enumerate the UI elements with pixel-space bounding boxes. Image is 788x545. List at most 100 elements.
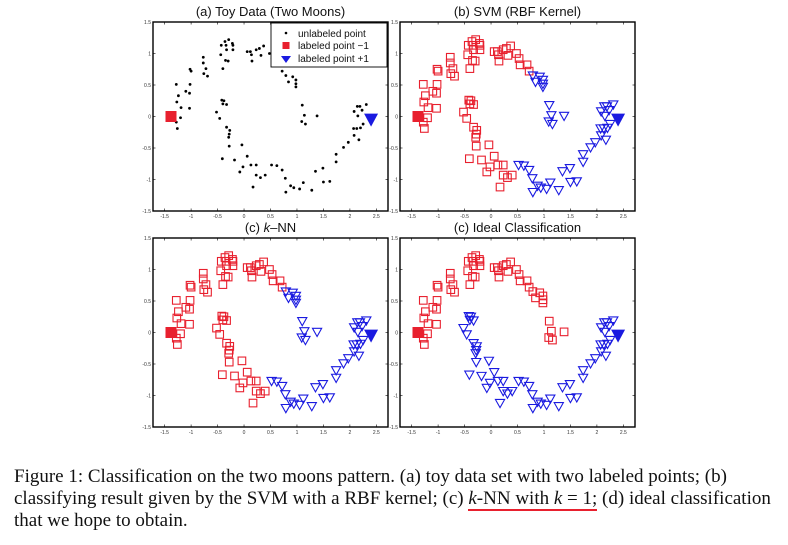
- class-neg-square: [522, 60, 532, 70]
- unlabeled-point: [328, 179, 332, 183]
- labeled-point-neg: [412, 111, 424, 122]
- unlabeled-point: [241, 165, 245, 169]
- class-neg-square: [506, 257, 515, 267]
- class-pos-triangle: [492, 376, 504, 387]
- class-pos-triangle: [296, 333, 308, 344]
- class-pos-triangle: [506, 386, 518, 397]
- class-neg-square: [432, 88, 441, 98]
- class-neg-square: [464, 154, 474, 164]
- class-neg-square: [421, 307, 430, 317]
- class-pos-triangle: [546, 119, 558, 130]
- class-neg-square: [432, 80, 442, 89]
- class-neg-square: [242, 367, 252, 377]
- caption-part2: (d) ideal classification that we hope to…: [14, 488, 771, 531]
- class-neg-square: [198, 268, 208, 278]
- labeled-point-pos: [611, 329, 626, 343]
- class-pos-triangle: [544, 394, 556, 405]
- unlabeled-point: [280, 69, 284, 73]
- class-neg-square: [217, 370, 227, 380]
- class-pos-triangle: [317, 393, 329, 404]
- unlabeled-point: [302, 113, 306, 117]
- unlabeled-point: [175, 100, 179, 104]
- class-neg-square: [494, 50, 503, 60]
- class-neg-square: [503, 173, 512, 182]
- unlabeled-point: [352, 127, 355, 130]
- class-pos-triangle: [571, 177, 583, 188]
- unlabeled-point: [225, 103, 228, 106]
- unlabeled-point: [262, 44, 266, 48]
- class-neg-square: [433, 282, 443, 292]
- x-tick-label-b: 2: [596, 214, 599, 220]
- class-pos-triangle: [577, 366, 589, 377]
- class-neg-square: [176, 319, 186, 329]
- unlabeled-point: [355, 105, 359, 108]
- x-tick-label-a: 0.5: [267, 214, 274, 220]
- y-tick-label-a: 0.5: [144, 83, 151, 89]
- class-pos-triangle: [280, 403, 292, 414]
- class-neg-square: [198, 274, 208, 284]
- class-neg-square: [171, 296, 181, 305]
- class-neg-square: [445, 58, 455, 68]
- class-pos-triangle: [607, 316, 619, 327]
- x-tick-label-c: 2.5: [373, 430, 380, 436]
- class-neg-square: [494, 56, 504, 66]
- class-pos-triangle: [556, 383, 569, 394]
- unlabeled-point: [223, 40, 227, 43]
- class-neg-square: [185, 304, 194, 314]
- x-tick-label-c: 2: [349, 430, 352, 436]
- x-tick-label-d: 1: [543, 430, 546, 436]
- class-neg-square: [475, 261, 485, 271]
- class-neg-square: [503, 267, 513, 276]
- legend-unlabeled-marker: [284, 31, 288, 35]
- y-tick-label-a: -1.5: [142, 209, 151, 215]
- class-pos-triangle: [537, 75, 549, 86]
- class-pos-triangle: [468, 339, 480, 349]
- labeled-point-neg: [165, 327, 177, 338]
- unlabeled-point: [201, 61, 205, 65]
- labeled-point-pos: [611, 113, 626, 127]
- class-neg-square: [221, 272, 230, 281]
- legend-pos-marker: [281, 56, 291, 63]
- class-pos-triangle: [464, 315, 476, 326]
- class-pos-triangle: [556, 167, 569, 178]
- class-neg-square: [228, 261, 238, 271]
- class-pos-triangle: [604, 119, 616, 130]
- class-neg-square: [559, 327, 569, 337]
- class-neg-square: [507, 170, 517, 180]
- class-neg-square: [185, 280, 195, 290]
- x-tick-label-a: 1: [296, 214, 299, 220]
- x-tick-label-d: -0.5: [460, 430, 469, 436]
- class-pos-triangle: [484, 378, 496, 389]
- class-neg-square: [493, 263, 502, 272]
- class-neg-square: [275, 276, 285, 286]
- class-neg-square: [256, 389, 265, 398]
- unlabeled-point: [233, 158, 236, 162]
- class-pos-triangle: [545, 111, 557, 121]
- unlabeled-point: [175, 127, 179, 130]
- class-pos-triangle: [481, 383, 493, 394]
- class-pos-triangle: [290, 295, 302, 306]
- unlabeled-point: [355, 127, 359, 130]
- y-tick-label-a: 1: [148, 52, 151, 58]
- class-pos-triangle: [317, 380, 329, 390]
- class-pos-triangle: [470, 345, 482, 356]
- unlabeled-point: [280, 168, 284, 172]
- x-tick-label-a: 0: [243, 214, 246, 220]
- class-neg-square: [256, 267, 266, 276]
- unlabeled-point: [287, 80, 290, 84]
- unlabeled-point: [179, 116, 182, 120]
- y-tick-label-c: -0.5: [142, 362, 151, 368]
- class-pos-triangle: [585, 143, 597, 154]
- unlabeled-point: [334, 152, 338, 156]
- panel-title-b: (b) SVM (RBF Kernel): [453, 4, 582, 19]
- class-pos-triangle: [600, 351, 612, 362]
- y-tick-label-c: 0: [148, 331, 151, 337]
- unlabeled-point: [263, 173, 267, 177]
- x-tick-label-d: 0: [490, 430, 493, 436]
- class-neg-square: [259, 257, 268, 267]
- unlabeled-point: [177, 94, 180, 98]
- unlabeled-point: [227, 38, 231, 42]
- x-tick-label-c: -0.5: [213, 430, 222, 436]
- x-tick-label-c: 0: [243, 430, 246, 436]
- class-neg-square: [221, 256, 231, 266]
